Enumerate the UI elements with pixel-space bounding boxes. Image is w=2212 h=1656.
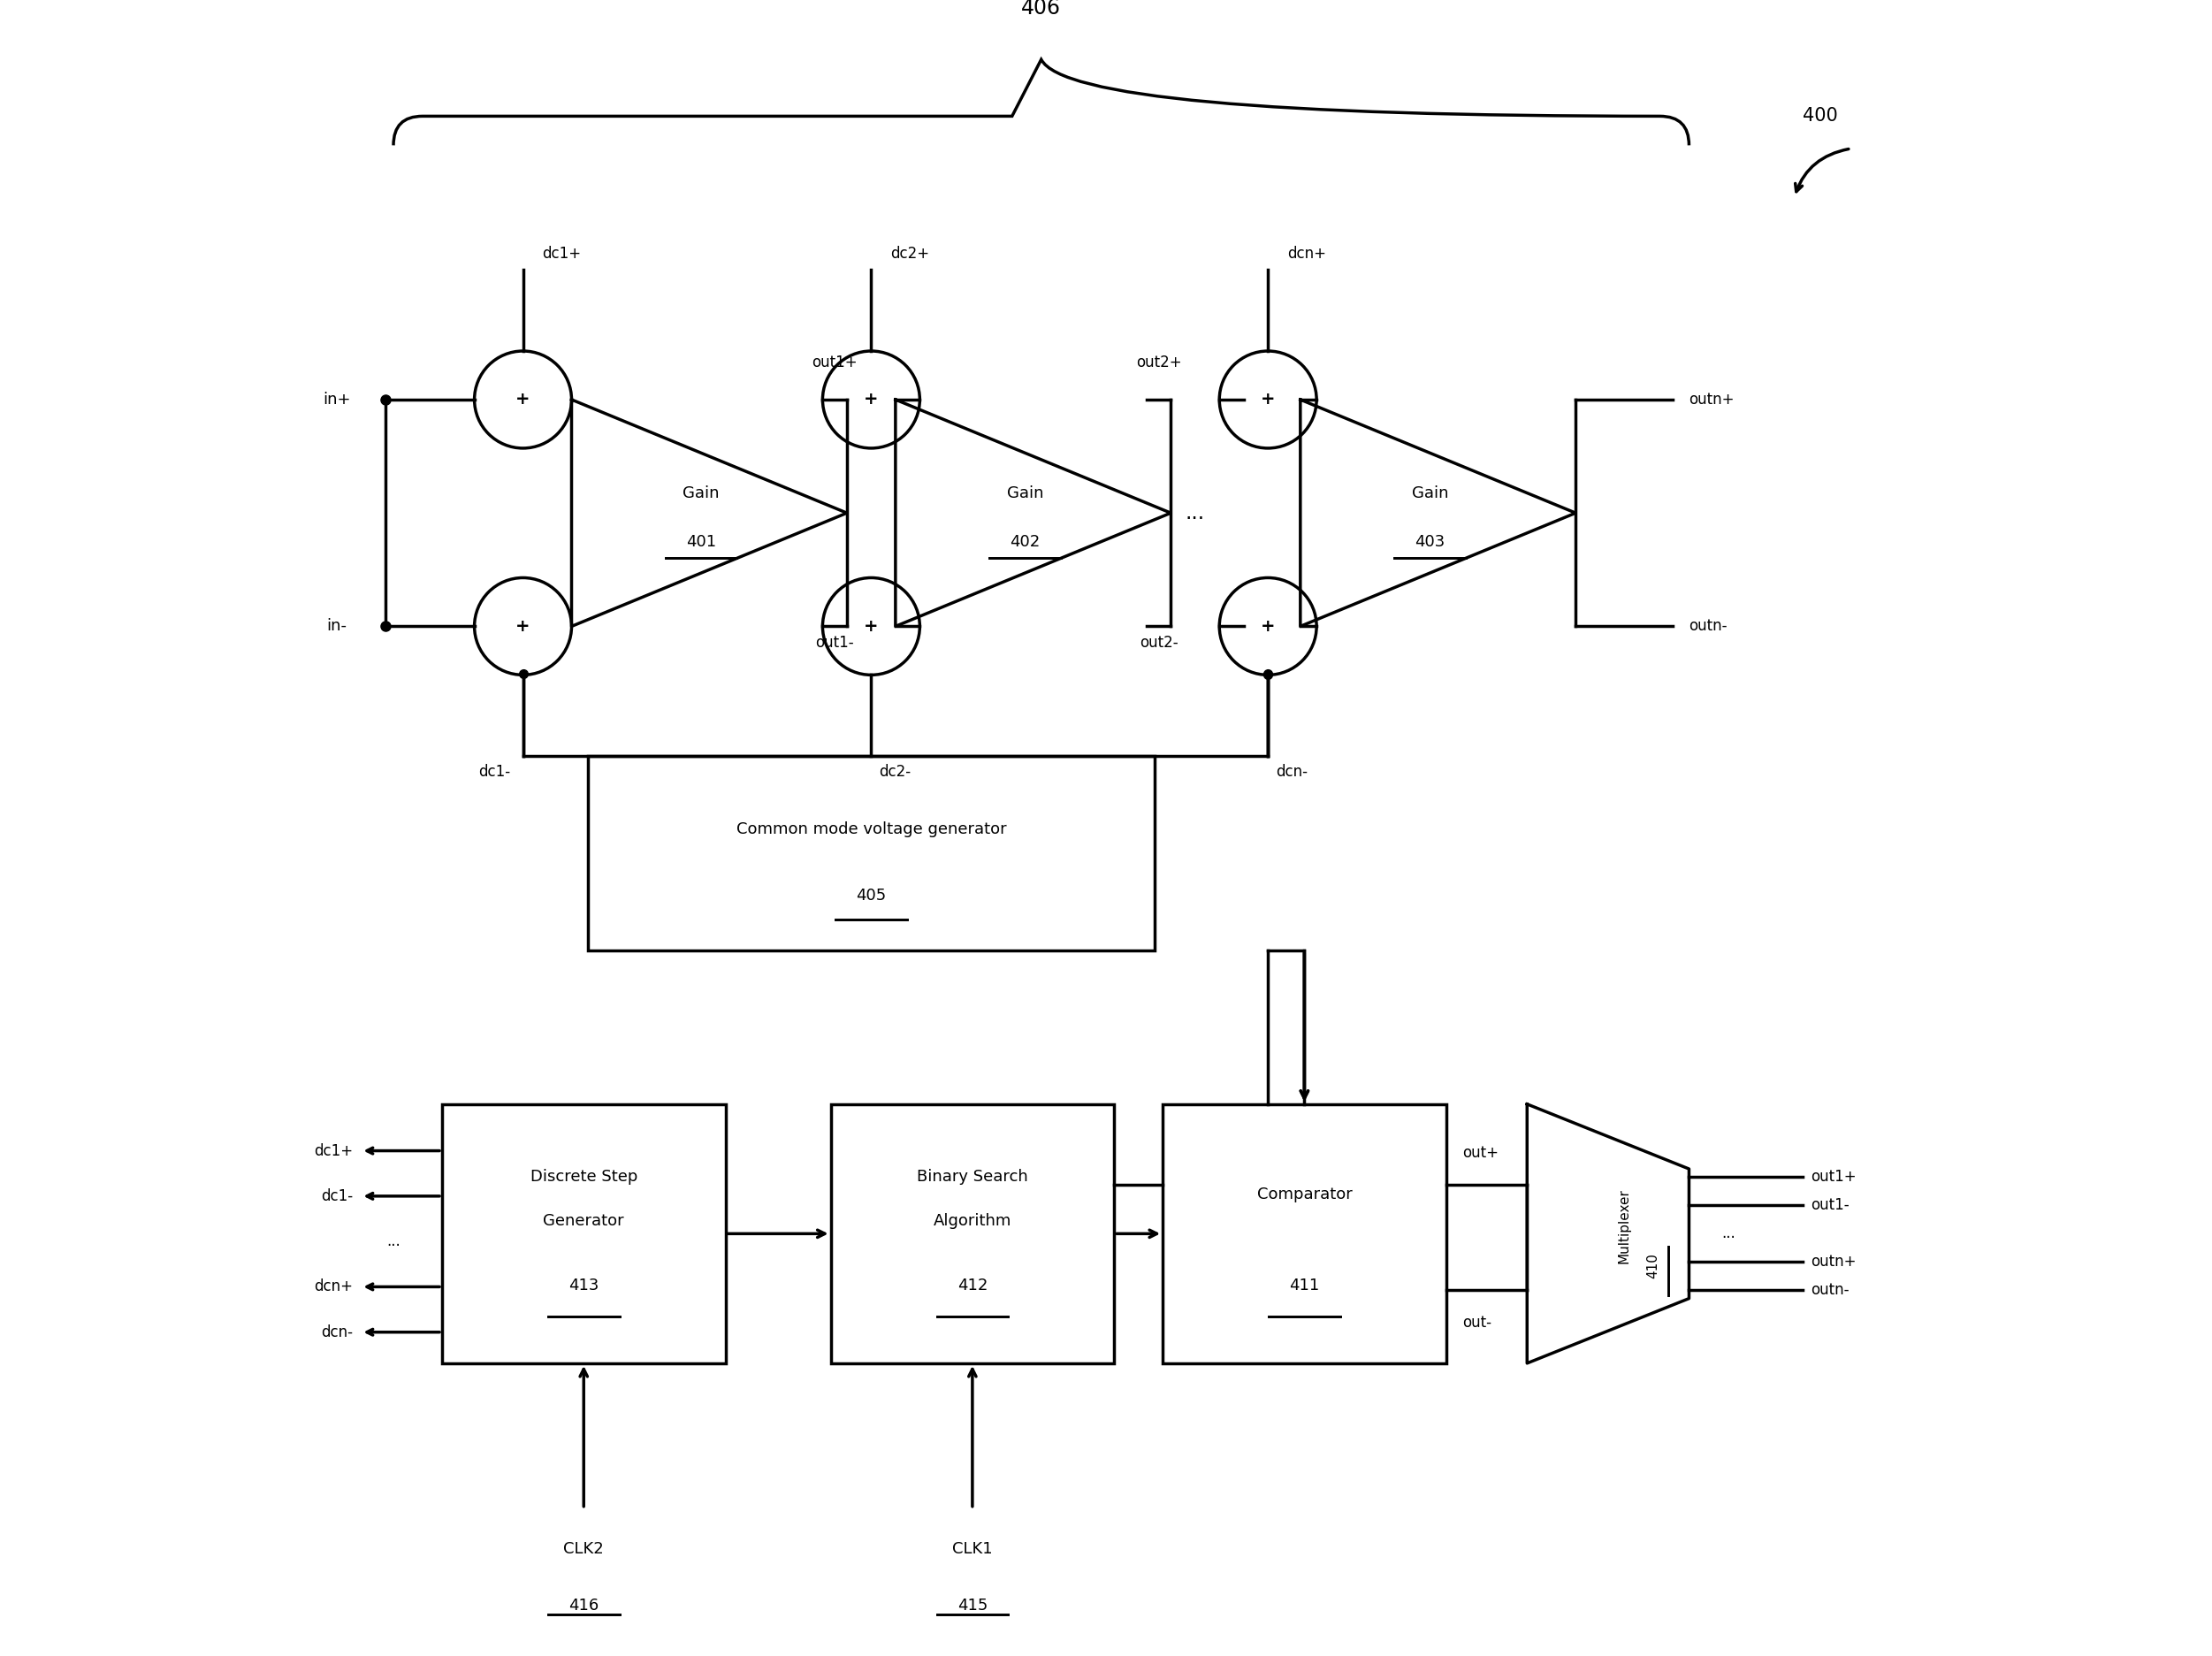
Text: +: + xyxy=(865,391,878,407)
Text: 415: 415 xyxy=(958,1598,987,1615)
Text: dc1-: dc1- xyxy=(478,763,511,780)
Text: ...: ... xyxy=(1721,1225,1736,1242)
Text: dc2-: dc2- xyxy=(880,763,911,780)
Text: Algorithm: Algorithm xyxy=(933,1212,1011,1229)
Text: out1-: out1- xyxy=(1809,1197,1849,1214)
Text: outn-: outn- xyxy=(1809,1282,1849,1298)
Text: Gain: Gain xyxy=(1006,485,1044,502)
Text: outn+: outn+ xyxy=(1690,392,1734,407)
FancyBboxPatch shape xyxy=(832,1105,1115,1363)
Text: dcn+: dcn+ xyxy=(1287,247,1327,262)
Text: out1+: out1+ xyxy=(1809,1169,1856,1186)
Text: ...: ... xyxy=(1186,502,1206,523)
Text: Comparator: Comparator xyxy=(1256,1187,1352,1202)
Text: outn-: outn- xyxy=(1690,618,1728,634)
Text: +: + xyxy=(515,391,531,407)
Text: out+: out+ xyxy=(1462,1144,1498,1161)
Text: Gain: Gain xyxy=(684,485,719,502)
Text: out-: out- xyxy=(1462,1315,1491,1330)
Text: 411: 411 xyxy=(1290,1277,1321,1293)
Text: outn+: outn+ xyxy=(1809,1254,1856,1270)
FancyBboxPatch shape xyxy=(442,1105,726,1363)
Text: dcn-: dcn- xyxy=(1276,763,1307,780)
Text: +: + xyxy=(515,618,531,634)
Text: 412: 412 xyxy=(958,1277,987,1293)
Text: Generator: Generator xyxy=(544,1212,624,1229)
Text: out1-: out1- xyxy=(816,634,854,651)
Text: Discrete Step: Discrete Step xyxy=(531,1169,637,1184)
Text: +: + xyxy=(865,618,878,634)
Text: 416: 416 xyxy=(568,1598,599,1615)
Text: dc1+: dc1+ xyxy=(542,247,582,262)
Text: dc1+: dc1+ xyxy=(314,1143,354,1159)
Text: in-: in- xyxy=(327,618,347,634)
Text: +: + xyxy=(1261,618,1276,634)
FancyBboxPatch shape xyxy=(1164,1105,1447,1363)
Text: 405: 405 xyxy=(856,888,887,904)
Text: dcn-: dcn- xyxy=(321,1325,354,1340)
Text: 401: 401 xyxy=(686,535,717,550)
Text: Common mode voltage generator: Common mode voltage generator xyxy=(737,821,1006,838)
Text: CLK1: CLK1 xyxy=(951,1542,993,1557)
Text: 406: 406 xyxy=(1022,0,1062,18)
Text: 400: 400 xyxy=(1803,108,1838,124)
Text: ...: ... xyxy=(387,1234,400,1249)
Text: dc2+: dc2+ xyxy=(891,247,929,262)
Text: 410: 410 xyxy=(1646,1254,1659,1278)
Text: dcn+: dcn+ xyxy=(314,1278,354,1295)
Text: Multiplexer: Multiplexer xyxy=(1617,1187,1630,1264)
Text: out2-: out2- xyxy=(1139,634,1179,651)
Text: in+: in+ xyxy=(323,392,352,407)
Text: 413: 413 xyxy=(568,1277,599,1293)
Text: +: + xyxy=(1261,391,1276,407)
Text: out2+: out2+ xyxy=(1135,354,1181,371)
Text: dc1-: dc1- xyxy=(321,1187,354,1204)
Text: 403: 403 xyxy=(1416,535,1444,550)
Text: Gain: Gain xyxy=(1411,485,1449,502)
FancyBboxPatch shape xyxy=(588,755,1155,951)
Text: Binary Search: Binary Search xyxy=(916,1169,1029,1184)
Text: CLK2: CLK2 xyxy=(564,1542,604,1557)
Text: 402: 402 xyxy=(1011,535,1040,550)
Text: out1+: out1+ xyxy=(812,354,858,371)
